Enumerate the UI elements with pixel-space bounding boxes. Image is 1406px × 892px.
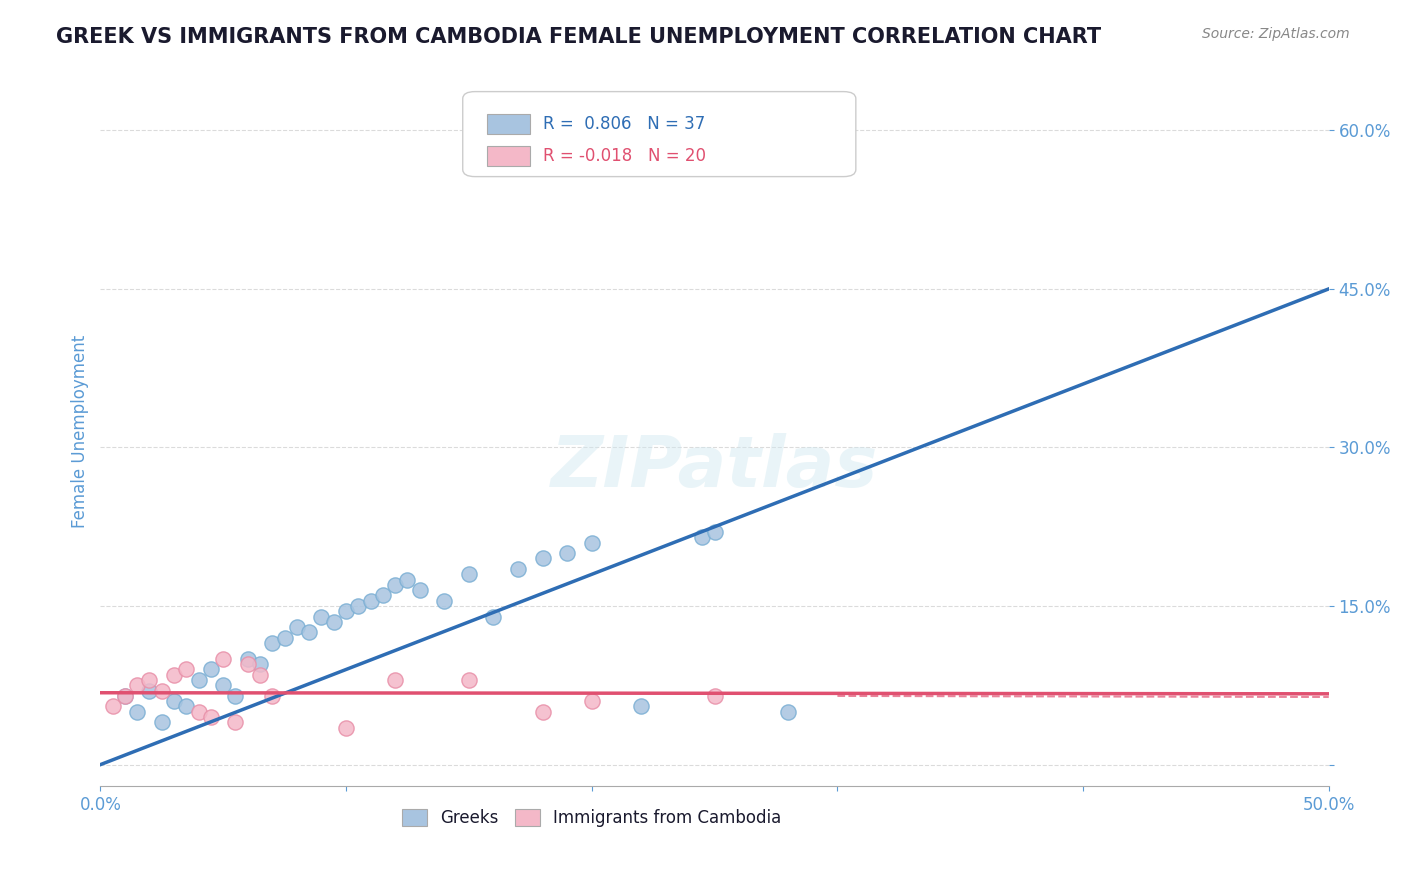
- Y-axis label: Female Unemployment: Female Unemployment: [72, 335, 89, 528]
- Text: ZIPatlas: ZIPatlas: [551, 433, 879, 501]
- Point: [285, 620, 308, 634]
- Point: [457, 673, 479, 687]
- Point: [114, 689, 136, 703]
- Point: [409, 583, 432, 598]
- Point: [371, 589, 394, 603]
- Point: [163, 694, 186, 708]
- Bar: [488, 146, 530, 166]
- Point: [778, 705, 800, 719]
- Point: [581, 535, 603, 549]
- Point: [212, 652, 235, 666]
- Point: [150, 715, 173, 730]
- Point: [322, 615, 344, 629]
- Point: [163, 667, 186, 681]
- Point: [335, 721, 357, 735]
- Point: [384, 578, 406, 592]
- Point: [703, 689, 725, 703]
- Text: R =  0.806   N = 37: R = 0.806 N = 37: [543, 115, 704, 133]
- Point: [555, 546, 578, 560]
- Point: [249, 657, 271, 672]
- Point: [249, 667, 271, 681]
- FancyBboxPatch shape: [463, 92, 856, 177]
- Point: [224, 715, 246, 730]
- Point: [138, 683, 160, 698]
- Point: [396, 573, 419, 587]
- Point: [690, 530, 713, 544]
- Point: [212, 678, 235, 692]
- Point: [187, 673, 209, 687]
- Point: [752, 155, 775, 169]
- Point: [360, 594, 382, 608]
- Point: [224, 689, 246, 703]
- Point: [347, 599, 370, 613]
- Point: [101, 699, 124, 714]
- Point: [176, 699, 198, 714]
- Point: [703, 524, 725, 539]
- Legend: Greeks, Immigrants from Cambodia: Greeks, Immigrants from Cambodia: [395, 803, 789, 834]
- Point: [482, 609, 505, 624]
- Point: [335, 604, 357, 618]
- Point: [127, 705, 149, 719]
- Point: [506, 562, 529, 576]
- Point: [187, 705, 209, 719]
- Point: [236, 652, 259, 666]
- Point: [127, 678, 149, 692]
- Point: [433, 594, 456, 608]
- Point: [114, 689, 136, 703]
- Point: [311, 609, 333, 624]
- Point: [262, 689, 284, 703]
- Text: Source: ZipAtlas.com: Source: ZipAtlas.com: [1202, 27, 1350, 41]
- Point: [457, 567, 479, 582]
- Text: R = -0.018   N = 20: R = -0.018 N = 20: [543, 147, 706, 165]
- Point: [138, 673, 160, 687]
- Point: [273, 631, 295, 645]
- Point: [262, 636, 284, 650]
- Point: [531, 551, 554, 566]
- Point: [531, 705, 554, 719]
- Point: [236, 657, 259, 672]
- Point: [298, 625, 321, 640]
- Point: [384, 673, 406, 687]
- Bar: [488, 114, 530, 134]
- Point: [176, 663, 198, 677]
- Point: [630, 699, 652, 714]
- Point: [581, 694, 603, 708]
- Text: GREEK VS IMMIGRANTS FROM CAMBODIA FEMALE UNEMPLOYMENT CORRELATION CHART: GREEK VS IMMIGRANTS FROM CAMBODIA FEMALE…: [56, 27, 1101, 46]
- Point: [150, 683, 173, 698]
- Point: [200, 710, 222, 724]
- Point: [200, 663, 222, 677]
